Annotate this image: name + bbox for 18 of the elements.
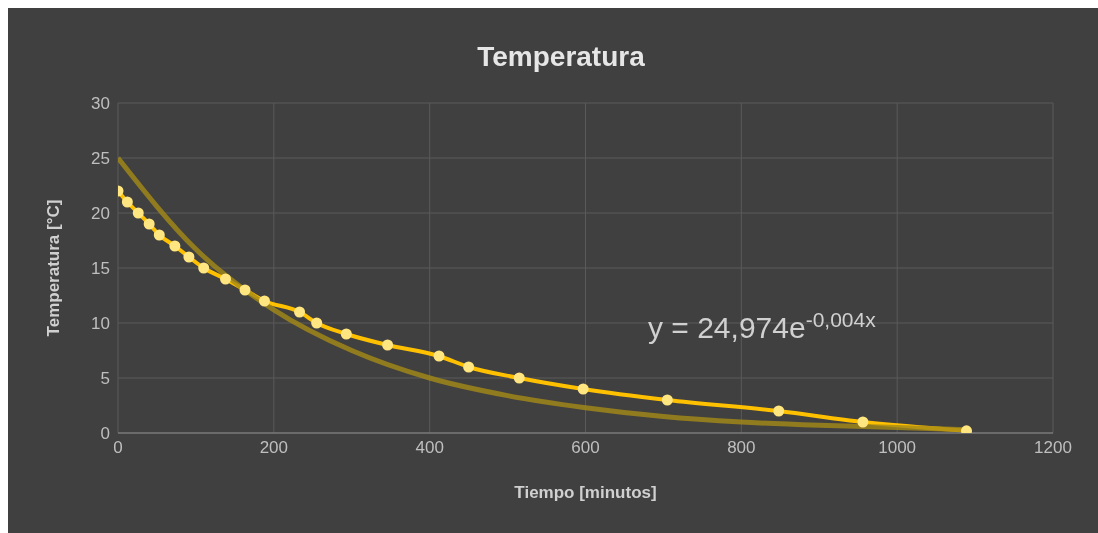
y-tick-label: 5 [100, 369, 110, 389]
x-axis-title: Tiempo [minutos] [514, 483, 657, 502]
x-tick-label: 400 [415, 438, 444, 458]
annotation: y = 24,974e$^{-0,004x}$ [648, 307, 877, 344]
x-tick-label: 200 [259, 438, 289, 458]
y-tick-label: 30 [91, 94, 110, 114]
y-tick-label: 0 [100, 424, 110, 444]
x-tick-label: 1000 [878, 438, 917, 458]
y-tick-label: 20 [91, 204, 110, 224]
x-tick-label: 600 [571, 438, 600, 458]
y-tick-label: 25 [91, 149, 110, 169]
y-tick-label: 15 [91, 259, 110, 279]
y-axis-title: Temperatura [°C] [44, 199, 64, 337]
x-tick-label: 800 [727, 438, 756, 458]
chart-title: Temperatura [477, 41, 646, 72]
y-tick-label: 10 [91, 314, 110, 334]
x-tick-label: 1200 [1034, 438, 1072, 458]
x-tick-label: 0 [113, 438, 123, 458]
